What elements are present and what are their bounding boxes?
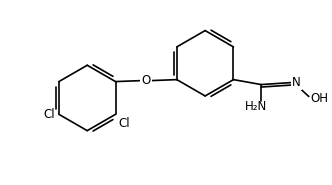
Text: H₂N: H₂N: [245, 100, 267, 113]
Text: O: O: [141, 74, 151, 87]
Text: N: N: [292, 76, 301, 89]
Text: OH: OH: [311, 92, 329, 105]
Text: Cl: Cl: [43, 108, 55, 121]
Text: Cl: Cl: [119, 117, 130, 130]
